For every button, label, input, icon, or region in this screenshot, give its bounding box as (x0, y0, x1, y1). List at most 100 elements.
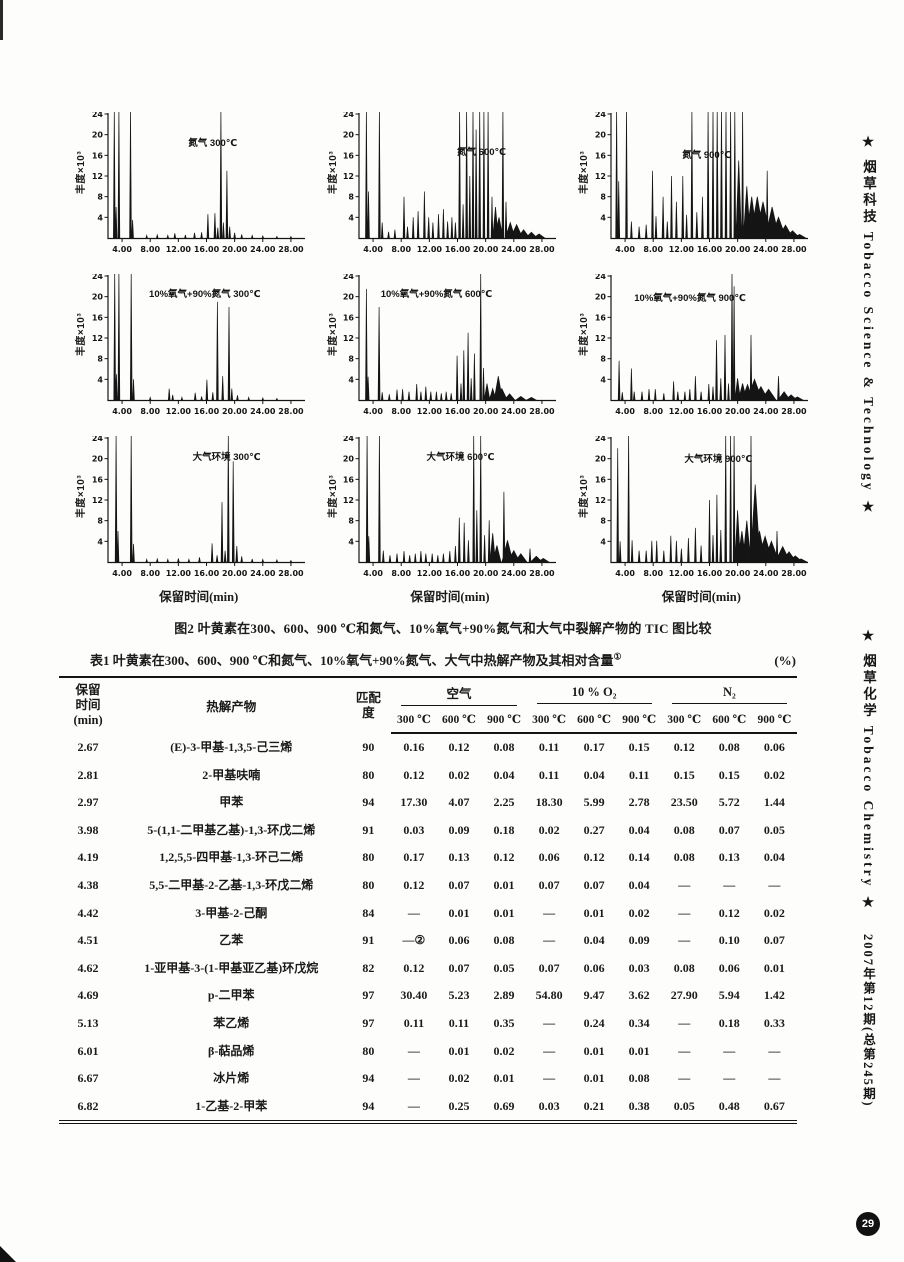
chromatogram-plot: 4 8 12 16 20 24 4.00 8.00 12.00 16.00 20.00 24.00 28… (88, 112, 306, 258)
match-degree-cell: 90 (362, 739, 375, 754)
scan-artifact-corner (0, 1246, 16, 1262)
value-cell: 5.94 (718, 988, 740, 1003)
product-name-cell: 3-甲基-2-己酮 (195, 905, 268, 920)
chromatogram-subplot: 丰度×10³ 4 8 12 16 20 24 4.00 8.00 12.00 16.00 20.00 2… (323, 436, 562, 582)
svg-text:16: 16 (595, 313, 607, 322)
svg-text:4: 4 (600, 537, 606, 546)
scan-artifact-top-left (0, 0, 3, 40)
x-axis-label: 保留时间(min) (661, 590, 741, 604)
header-retention-time: 保留 时间 (min) (73, 683, 103, 727)
svg-text:16.00: 16.00 (194, 569, 220, 578)
value-cell: 0.27 (583, 822, 605, 837)
svg-text:16.00: 16.00 (445, 245, 471, 254)
value-cell: 0.02 (448, 1071, 470, 1086)
value-cell: 0.07 (583, 877, 605, 892)
value-cell: 0.01 (493, 877, 515, 892)
header-group-air: 空气 (391, 677, 526, 706)
svg-text:24: 24 (92, 112, 104, 119)
value-cell: 2.78 (628, 795, 650, 810)
table-row: 4.38 5,5-二甲基-2-乙基-1,3-环戊二烯 80 0.12 0.07 0.01 0… (59, 872, 797, 900)
table-row: 4.51 乙苯 91 —② 0.06 0.08 — 0.04 0.09 — 0.10 0.07 (59, 927, 797, 955)
retention-time-cell: 4.42 (77, 905, 99, 920)
svg-text:20: 20 (343, 131, 355, 140)
retention-time-cell: 4.69 (77, 988, 99, 1003)
value-cell: — (543, 933, 556, 948)
product-name-cell: 甲苯 (219, 795, 244, 810)
table-row: 2.81 2-甲基呋喃 80 0.12 0.02 0.04 0.11 0.04 0.11 0.15… (59, 762, 797, 790)
chromatogram-subplot: 丰度×10³ 4 8 12 16 20 24 4.00 8.00 12.00 16.00 20.00 2… (72, 436, 311, 582)
value-cell: 0.06 (538, 850, 560, 865)
value-cell: 0.08 (628, 1071, 650, 1086)
header-group-n2: N₂ (662, 677, 797, 706)
svg-text:20.00: 20.00 (222, 245, 248, 254)
value-cell: 0.08 (673, 850, 695, 865)
temp-header-row: 300 ℃ 600 ℃ 900 ℃ 300 ℃ 600 ℃ 900 ℃ 300 ℃ 600 ℃… (59, 706, 797, 734)
svg-text:20: 20 (343, 293, 355, 302)
table-title-row: 表1 叶黄素在300、600、900 ℃和氮气、10%氧气+90%氮气、大气中热… (60, 650, 800, 669)
svg-text:16.00: 16.00 (697, 245, 723, 254)
retention-time-cell: 6.01 (77, 1043, 99, 1058)
chromatogram-plot: 4 8 12 16 20 24 4.00 8.00 12.00 16.00 20.00 24.00 28… (591, 112, 809, 258)
svg-text:12.00: 12.00 (166, 245, 192, 254)
value-cell: 0.18 (718, 1015, 740, 1030)
svg-text:4.00: 4.00 (615, 407, 635, 416)
value-cell: — (678, 1015, 691, 1030)
value-cell: 0.07 (718, 822, 740, 837)
value-cell: 54.80 (535, 988, 563, 1003)
value-cell: 0.25 (448, 1098, 470, 1113)
value-cell: — (407, 1071, 420, 1086)
value-cell: — (407, 1098, 420, 1113)
product-name-cell: 1-乙基-2-甲苯 (195, 1098, 268, 1113)
value-cell: — (678, 905, 691, 920)
value-cell: 17.30 (400, 795, 428, 810)
value-cell: 0.11 (403, 1015, 425, 1030)
table-row: 6.01 β-萜品烯 80 — 0.01 0.02 — 0.01 0.01 — — — (59, 1038, 797, 1066)
value-cell: 0.03 (628, 960, 650, 975)
y-axis-label: 丰度×10³ (327, 150, 339, 194)
product-name-cell: 1-亚甲基-3-(1-甲基亚乙基)环戊烷 (144, 960, 319, 975)
value-cell: 0.05 (673, 1098, 695, 1113)
header-match-degree: 匹配 度 (355, 690, 381, 720)
svg-text:24.00: 24.00 (753, 569, 779, 578)
svg-text:12: 12 (595, 334, 606, 343)
header-group-air-label: 空气 (401, 682, 517, 706)
value-cell: 0.12 (718, 905, 740, 920)
chromatogram-subplot: 丰度×10³ 4 8 12 16 20 24 4.00 8.00 12.00 16.00 20.00 2… (575, 436, 814, 582)
svg-text:4: 4 (349, 537, 355, 546)
svg-text:16.00: 16.00 (445, 407, 471, 416)
product-name-cell: 苯乙烯 (213, 1015, 250, 1030)
value-cell: 0.05 (493, 960, 515, 975)
y-axis-label: 丰度×10³ (327, 474, 339, 518)
table-row: 2.97 甲苯 94 17.30 4.07 2.25 18.30 5.99 2.78 23.50 5… (59, 789, 797, 817)
svg-text:12.00: 12.00 (668, 407, 694, 416)
svg-text:28.00: 28.00 (781, 407, 807, 416)
svg-text:24.00: 24.00 (501, 245, 527, 254)
value-cell: 0.08 (493, 740, 515, 754)
header-group-n2-label: N₂ (671, 684, 787, 704)
svg-text:4: 4 (97, 213, 103, 222)
value-cell: 0.08 (718, 740, 740, 754)
svg-text:12: 12 (92, 172, 103, 181)
table-body: 2.67 (E)-3-甲基-1,3,5-己三烯 90 0.16 0.12 0.08 0.11… (59, 733, 797, 1122)
y-axis-label: 丰度×10³ (579, 150, 591, 194)
match-degree-cell: 91 (362, 822, 375, 837)
value-cell: 0.02 (493, 1043, 515, 1058)
x-axis-label: 保留时间(min) (159, 590, 239, 604)
condition-label: 大气环境 300℃ (192, 452, 261, 464)
value-cell: 0.06 (763, 740, 785, 754)
retention-time-cell: 4.38 (77, 877, 99, 892)
value-cell: 0.09 (448, 822, 470, 837)
value-cell: 0.08 (673, 822, 695, 837)
svg-text:8.00: 8.00 (643, 569, 663, 578)
header-group-o2: 10 % O₂ (527, 677, 662, 706)
value-cell: 0.03 (403, 822, 425, 837)
svg-text:16.00: 16.00 (697, 569, 723, 578)
table-row: 4.42 3-甲基-2-己酮 84 — 0.01 0.01 — 0.01 0.02 — 0.12 0.… (59, 900, 797, 928)
svg-text:28.00: 28.00 (278, 245, 304, 254)
svg-text:28.00: 28.00 (278, 569, 304, 578)
svg-text:24: 24 (595, 436, 607, 443)
value-cell: — (768, 1043, 781, 1058)
value-cell: — (543, 1043, 556, 1058)
match-degree-cell: 80 (362, 767, 375, 782)
